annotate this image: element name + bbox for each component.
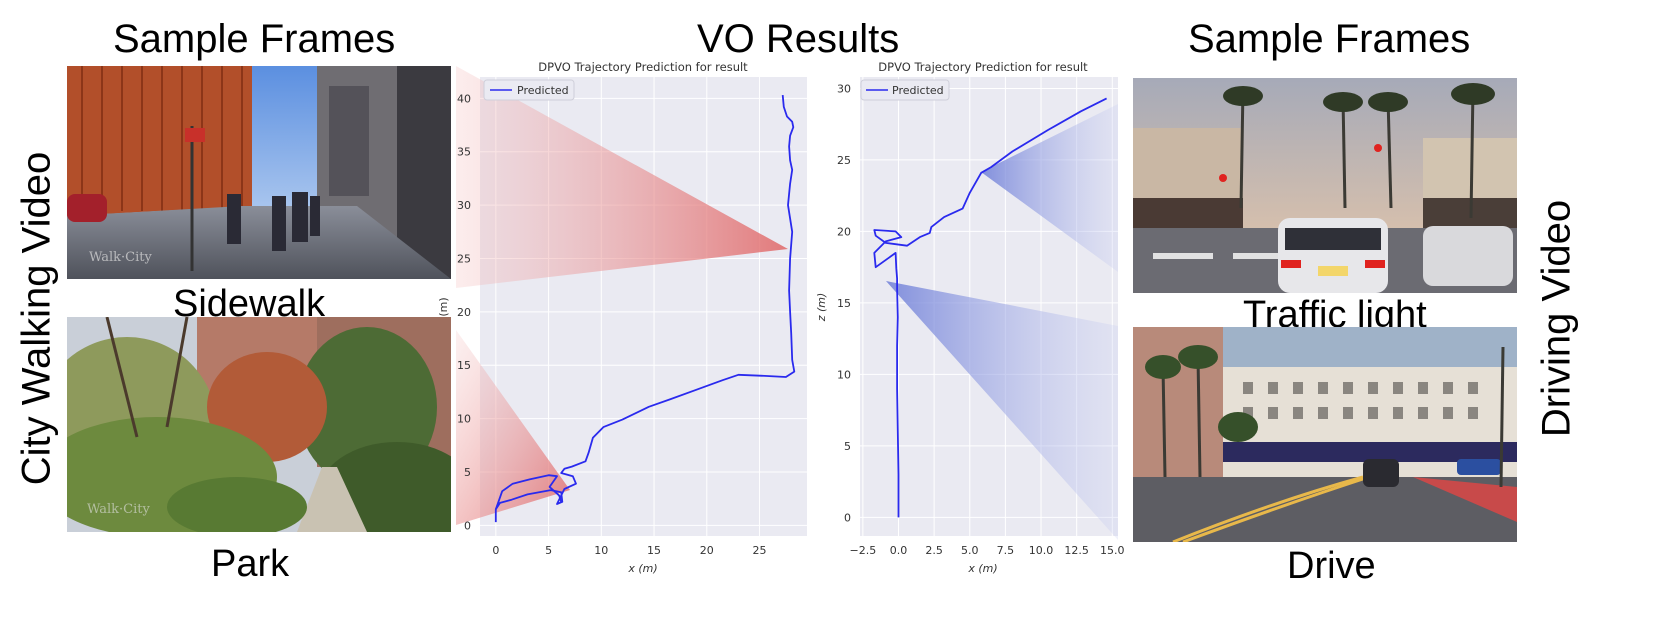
plot2-series <box>873 97 1108 518</box>
p2-ytick-label: 30 <box>837 82 851 95</box>
sidewalk-frame: Walk·City <box>67 66 451 279</box>
p2-xtick-label: 5.0 <box>961 544 979 557</box>
p2-xtick-label: 0.0 <box>890 544 908 557</box>
p1-series-line-0 <box>494 95 796 523</box>
plot-trajectory-driving: −2.5 0.0 2.5 5.0 7.5 10.0 12.5 15.0 0 5 10 15 20 25 30… <box>815 60 1125 575</box>
plot2-title: DPVO Trajectory Prediction for result <box>878 60 1088 74</box>
p1-ytick-label: 20 <box>457 306 471 319</box>
plot2-ticks: −2.5 0.0 2.5 5.0 7.5 10.0 12.5 15.0 0 5 10 15 20 25 30 <box>837 82 1125 557</box>
traffic-light-frame <box>1133 78 1517 293</box>
park-frame: Walk·City <box>67 317 451 532</box>
p1-ytick-label: 30 <box>457 199 471 212</box>
p1-xtick-label: 10 <box>594 544 608 557</box>
p2-xtick-label: 10.0 <box>1029 544 1054 557</box>
p2-ytick-label: 0 <box>844 511 851 524</box>
p2-series-line-0 <box>873 97 1108 518</box>
plot2-ylabel: z (m) <box>815 293 828 323</box>
p2-ytick-label: 15 <box>837 297 851 310</box>
p2-xtick-label: 15.0 <box>1100 544 1125 557</box>
plot2-legend-text: Predicted <box>892 84 944 97</box>
p1-xtick-label: 25 <box>753 544 767 557</box>
svg-text:Walk·City: Walk·City <box>87 502 150 517</box>
p1-xtick-label: 20 <box>700 544 714 557</box>
plot2-blue-fan-lower <box>886 281 1118 540</box>
p2-xtick-label: 7.5 <box>997 544 1015 557</box>
p2-ytick-label: 25 <box>837 154 851 167</box>
plot2-blue-fan-upper <box>981 104 1118 272</box>
p2-xtick-label: 12.5 <box>1064 544 1089 557</box>
drive-label: Drive <box>1287 545 1376 587</box>
p1-series-line-1 <box>494 474 563 510</box>
drive-frame <box>1133 327 1517 542</box>
svg-text:Walk·City: Walk·City <box>89 250 152 265</box>
plot1-legend-text: Predicted <box>517 84 569 97</box>
p2-ytick-label: 10 <box>837 368 851 381</box>
plot2-xlabel: x (m) <box>967 562 997 575</box>
p2-ytick-label: 5 <box>844 440 851 453</box>
p1-xtick-label: 15 <box>647 544 661 557</box>
p1-ytick-label: 40 <box>457 92 471 105</box>
plot2-legend: Predicted <box>860 79 950 101</box>
p1-ytick-label: 0 <box>464 519 471 532</box>
plot1-legend: Predicted <box>483 79 575 101</box>
plot1-xlabel: x (m) <box>627 562 657 575</box>
left-header: Sample Frames <box>113 17 396 61</box>
p2-ytick-label: 20 <box>837 225 851 238</box>
park-label: Park <box>211 543 290 585</box>
plot1-red-fan-upper <box>456 66 788 288</box>
plot1-ticks: 0 5 10 15 20 25 0 5 10 15 20 25 30 35 40 <box>457 92 767 557</box>
p1-xtick-label: 5 <box>545 544 552 557</box>
center-header: VO Results <box>697 17 900 61</box>
plot1-title: DPVO Trajectory Prediction for result <box>538 60 748 74</box>
plot-trajectory-walking: 0 5 10 15 20 25 0 5 10 15 20 25 30 35 40 DPVO Trajecto… <box>437 60 807 575</box>
p1-xtick-label: 0 <box>492 544 499 557</box>
plot1-series <box>494 95 796 523</box>
p2-xtick-label: 2.5 <box>925 544 943 557</box>
p2-xtick-label: −2.5 <box>849 544 876 557</box>
p1-ytick-label: 35 <box>457 146 471 159</box>
p1-ytick-label: 15 <box>457 359 471 372</box>
p1-ytick-label: 25 <box>457 252 471 265</box>
p1-ytick-label: 10 <box>457 413 471 426</box>
right-header: Sample Frames <box>1188 17 1471 61</box>
p1-ytick-label: 5 <box>464 466 471 479</box>
plot1-ylabel: (m) <box>437 297 450 316</box>
